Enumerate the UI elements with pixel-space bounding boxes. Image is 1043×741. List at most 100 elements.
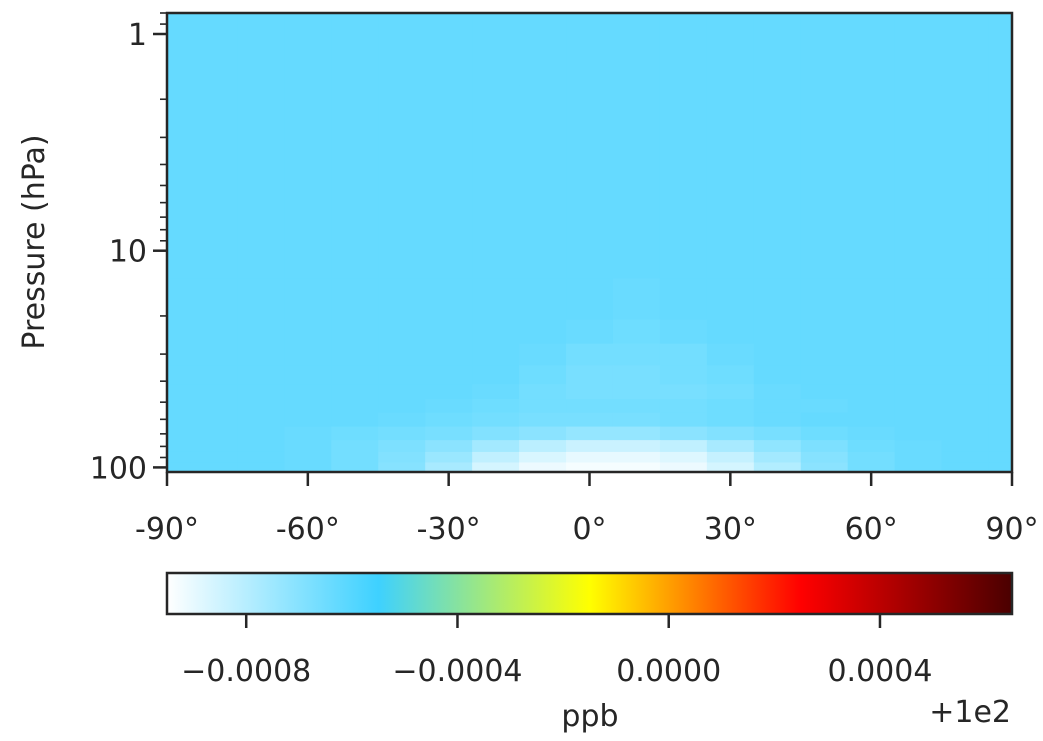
- heatmap-cell: [237, 319, 285, 345]
- heatmap-cell: [237, 399, 285, 414]
- heatmap-cell: [167, 412, 192, 428]
- heatmap-cell: [800, 85, 849, 195]
- colorbar-ticks: −0.0008 −0.0004 0.0000 0.0004: [181, 614, 932, 689]
- heatmap-cell: [612, 365, 661, 385]
- heatmap-cell: [988, 13, 1012, 87]
- heatmap-cell: [331, 399, 379, 414]
- heatmap-cell: [190, 13, 239, 87]
- heatmap-cell: [237, 13, 285, 87]
- heatmap-cell: [612, 426, 661, 441]
- heatmap-cell: [612, 319, 661, 345]
- heatmap-cell: [331, 194, 379, 279]
- heatmap-cell: [519, 85, 567, 195]
- heatmap-cell: [519, 343, 567, 366]
- heatmap-cell: [331, 13, 379, 87]
- heatmap-cell: [941, 365, 990, 385]
- heatmap-cell: [612, 343, 661, 366]
- heatmap-cell: [753, 399, 802, 414]
- heatmap-cell: [566, 384, 614, 400]
- colorbar-tick-label: −0.0004: [392, 654, 522, 689]
- colorbar-tick-label: 0.0004: [827, 654, 932, 689]
- heatmap-cell: [941, 412, 990, 428]
- heatmap-cell: [706, 13, 755, 87]
- heatmap-cell: [519, 426, 567, 441]
- heatmap-cell: [988, 278, 1012, 321]
- heatmap-cell: [284, 365, 332, 385]
- heatmap-cell: [753, 426, 802, 441]
- heatmap-cell: [472, 440, 520, 453]
- heatmap-cell: [190, 399, 239, 414]
- heatmap-cell: [190, 278, 239, 321]
- heatmap-cell: [190, 194, 239, 279]
- heatmap-cell: [800, 440, 849, 453]
- heatmap-cell: [659, 451, 708, 464]
- heatmap-cell: [519, 319, 567, 345]
- x-tick-label: -60°: [276, 512, 340, 547]
- heatmap-cell: [659, 13, 708, 87]
- heatmap-cell: [284, 399, 332, 414]
- heatmap-cell: [237, 426, 285, 441]
- heatmap-cell: [378, 343, 426, 366]
- heatmap-cell: [566, 85, 614, 195]
- heatmap-cell: [472, 85, 520, 195]
- x-tick-label: 0°: [572, 512, 606, 547]
- heatmap-cell: [425, 440, 473, 453]
- heatmap-cell: [894, 462, 943, 472]
- heatmap-cell: [167, 343, 192, 366]
- heatmap-cell: [847, 412, 896, 428]
- x-tick-label: -90°: [135, 512, 199, 547]
- heatmap-cell: [753, 451, 802, 464]
- heatmap-cell: [706, 85, 755, 195]
- heatmap-cell: [284, 319, 332, 345]
- heatmap-cell: [331, 343, 379, 366]
- heatmap-cell: [519, 451, 567, 464]
- heatmap-cell: [284, 13, 332, 87]
- heatmap-cell: [612, 451, 661, 464]
- heatmap-cells: [167, 13, 1012, 472]
- heatmap-cell: [237, 462, 285, 472]
- heatmap-cell: [378, 412, 426, 428]
- heatmap-cell: [167, 440, 192, 453]
- heatmap-cell: [378, 451, 426, 464]
- heatmap-cell: [284, 412, 332, 428]
- heatmap-cell: [190, 440, 239, 453]
- heatmap-cell: [659, 412, 708, 428]
- heatmap-cell: [847, 462, 896, 472]
- heatmap-cell: [190, 451, 239, 464]
- heatmap-cell: [284, 426, 332, 441]
- heatmap-cell: [988, 365, 1012, 385]
- heatmap-cell: [519, 440, 567, 453]
- heatmap-cell: [894, 319, 943, 345]
- y-axis: 1 10 100: [90, 12, 167, 486]
- heatmap-cell: [237, 194, 285, 279]
- heatmap-cell: [378, 399, 426, 414]
- heatmap-cell: [167, 451, 192, 464]
- heatmap-cell: [941, 194, 990, 279]
- heatmap-cell: [894, 451, 943, 464]
- heatmap-cell: [659, 384, 708, 400]
- x-tick-label: 90°: [985, 512, 1038, 547]
- heatmap-cell: [988, 399, 1012, 414]
- heatmap-cell: [612, 13, 661, 87]
- y-axis-label: Pressure (hPa): [17, 134, 52, 349]
- heatmap-cell: [894, 194, 943, 279]
- heatmap-cell: [519, 412, 567, 428]
- heatmap-cell: [237, 440, 285, 453]
- heatmap-cell: [425, 412, 473, 428]
- heatmap-cell: [753, 85, 802, 195]
- heatmap-cell: [167, 319, 192, 345]
- heatmap-cell: [378, 278, 426, 321]
- heatmap-cell: [612, 412, 661, 428]
- heatmap-cell: [566, 399, 614, 414]
- heatmap-cell: [331, 412, 379, 428]
- heatmap-cell: [941, 384, 990, 400]
- heatmap-cell: [167, 365, 192, 385]
- colorbar-tick-label: 0.0000: [616, 654, 721, 689]
- heatmap-cell: [566, 412, 614, 428]
- heatmap-cell: [190, 365, 239, 385]
- heatmap-cell: [847, 319, 896, 345]
- heatmap-cell: [472, 194, 520, 279]
- heatmap-cell: [167, 426, 192, 441]
- heatmap-cell: [284, 451, 332, 464]
- heatmap-cell: [566, 343, 614, 366]
